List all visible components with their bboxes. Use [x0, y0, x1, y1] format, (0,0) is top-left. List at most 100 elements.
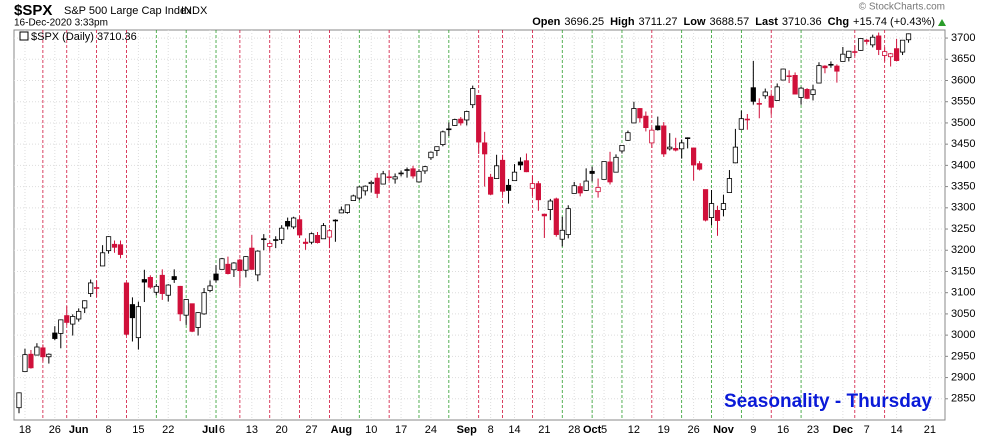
x-tick-label: 7 — [864, 424, 870, 436]
x-tick-label: 21 — [538, 424, 550, 436]
y-tick-label: 3550 — [951, 96, 975, 108]
candle-body — [52, 332, 58, 339]
quote-label: High — [610, 16, 635, 28]
candle-body — [40, 347, 46, 358]
y-tick-label: 2900 — [951, 371, 975, 383]
candle-body — [643, 115, 649, 129]
candle-body — [577, 186, 583, 194]
candle-body — [64, 315, 70, 323]
candle-body — [673, 148, 679, 151]
candle-body — [249, 247, 255, 270]
index-name: S&P 500 Large Cap Index — [64, 5, 192, 17]
candle-body — [756, 103, 762, 105]
candle-body — [105, 236, 112, 252]
candle-body — [314, 234, 321, 244]
x-tick-label: 14 — [508, 424, 520, 436]
y-tick-label: 3350 — [951, 181, 975, 193]
candle-body — [780, 68, 786, 81]
candle-body — [595, 187, 601, 193]
x-tick-label: 16 — [777, 424, 789, 436]
x-tick-label: 8 — [105, 424, 111, 436]
x-tick-label: 17 — [395, 424, 407, 436]
candle-body — [243, 256, 249, 271]
candle-body — [798, 87, 804, 98]
x-tick-label: Jul — [202, 424, 218, 436]
candle-body — [76, 310, 82, 320]
candle-body — [625, 132, 631, 141]
y-tick-label: 3450 — [951, 138, 975, 150]
candle-body — [834, 65, 840, 72]
candle-body — [470, 88, 476, 106]
plot-frame — [13, 29, 946, 421]
legend-icon — [19, 31, 29, 41]
candle-body — [905, 33, 912, 41]
candle-body — [541, 213, 547, 217]
candle-body — [88, 282, 94, 294]
candle-body — [296, 219, 303, 236]
x-tick-label: Nov — [713, 424, 735, 436]
candle-body — [350, 195, 356, 201]
candle-body — [708, 203, 715, 218]
candle-body — [99, 252, 106, 267]
candle-body — [804, 89, 810, 99]
x-tick-label: 10 — [365, 424, 377, 436]
candle-body — [237, 259, 243, 272]
candle-body — [792, 75, 798, 95]
quote-label: Open — [532, 16, 560, 28]
candle-body — [225, 263, 231, 274]
x-tick-label: 8 — [488, 424, 494, 436]
candle-body — [392, 176, 398, 180]
x-tick-label: 24 — [425, 424, 437, 436]
candle-body — [446, 128, 452, 131]
x-tick-label: 27 — [305, 424, 317, 436]
candle-body — [213, 273, 219, 281]
candle-body — [308, 233, 315, 243]
candle-body — [111, 243, 118, 248]
candle-body — [326, 230, 333, 238]
quote-value: 3688.57 — [710, 16, 750, 28]
candle-body — [810, 89, 816, 95]
y-tick-label: 3500 — [951, 117, 975, 129]
candle-body — [28, 353, 34, 369]
y-tick-label: 3400 — [951, 159, 975, 171]
candle-body — [565, 208, 571, 235]
x-tick-label: 6 — [219, 424, 225, 436]
candle-body — [888, 53, 894, 58]
candle-body — [505, 184, 512, 191]
candle-body — [123, 282, 130, 335]
candle-body — [141, 279, 147, 283]
x-tick-label: 9 — [750, 424, 756, 436]
candle-body — [464, 111, 470, 121]
candle-body — [177, 285, 183, 315]
quote-value: 3711.27 — [639, 16, 678, 28]
x-tick-label: 22 — [162, 424, 174, 436]
candle-body — [601, 161, 607, 180]
candle-body — [171, 276, 177, 280]
x-tick-label: Jun — [69, 424, 89, 436]
y-tick-label: 3600 — [951, 74, 975, 86]
candle-body — [434, 146, 440, 151]
candle-body — [58, 319, 64, 334]
x-tick-label: Oct — [583, 424, 602, 436]
grid: 2850 2900 2950 3000 3050 3100 3150 3200 3250 3300… — [14, 30, 975, 436]
candle-body — [344, 204, 350, 213]
quote-label: Last — [755, 16, 778, 28]
candle-body — [285, 220, 291, 227]
y-tick-label: 3050 — [951, 308, 975, 320]
candle-body — [702, 189, 709, 221]
exchange: INDX — [181, 5, 208, 17]
x-tick-label: Sep — [457, 424, 477, 436]
candle-body — [422, 166, 428, 172]
candle-body — [153, 285, 159, 293]
candle-body — [589, 170, 595, 174]
candle-body — [637, 108, 643, 119]
candle-body — [261, 238, 267, 241]
candle-body — [488, 176, 494, 195]
legend: $SPX (Daily) 3710.36 — [31, 31, 137, 43]
y-tick-label: 3000 — [951, 329, 975, 341]
candle-body — [404, 169, 410, 171]
candle-body — [613, 156, 619, 173]
candle-body — [493, 165, 500, 179]
